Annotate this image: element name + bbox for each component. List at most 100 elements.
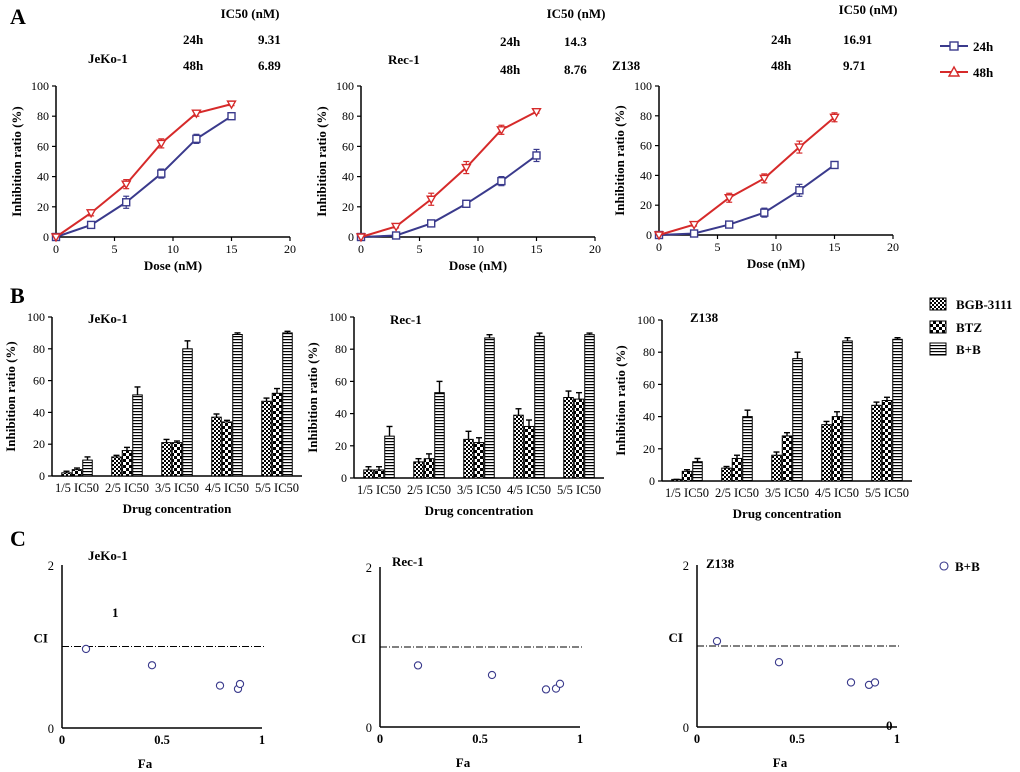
- y-tick-label: 80: [33, 342, 45, 356]
- x-tick-label: 20: [589, 242, 601, 256]
- ic50-time: 24h: [183, 32, 204, 47]
- bar: [584, 334, 595, 479]
- y-tick-label: 60: [33, 374, 45, 388]
- y-tick-label: 40: [342, 170, 354, 184]
- series-24h: [356, 148, 541, 242]
- y-tick-label: 0: [683, 721, 689, 735]
- y-tick-label: 20: [640, 198, 652, 212]
- data-point: [723, 194, 735, 204]
- y-tick-label: 0: [646, 228, 652, 242]
- ic50-time: 48h: [771, 58, 792, 73]
- x-axis-label: Fa: [773, 755, 788, 770]
- bar: [261, 400, 272, 477]
- y-tick-label: 60: [640, 139, 652, 153]
- cell-line-name: Rec-1: [388, 52, 420, 67]
- bar: [221, 421, 233, 477]
- bar: [831, 416, 843, 482]
- ci-chart-rec-1: 0 2 0 0.5 1 Fa CI Rec-1: [352, 554, 584, 770]
- data-point: [413, 661, 423, 670]
- legend-treatment: BGB-3111 BTZ B+B: [929, 297, 1012, 357]
- ic50-value: 14.3: [564, 34, 587, 49]
- bar: [182, 348, 193, 477]
- legend-marker: [947, 65, 961, 77]
- x-tick-label: 0.5: [472, 732, 488, 746]
- x-axis-label: Fa: [456, 755, 471, 770]
- cell-line-name: JeKo-1: [88, 311, 128, 326]
- bar: [792, 358, 803, 482]
- data-point: [794, 143, 805, 153]
- legend-label: B+B: [955, 559, 980, 574]
- bar: [373, 469, 385, 479]
- y-tick-label: 40: [33, 405, 45, 419]
- legend-label: BGB-3111: [956, 297, 1012, 312]
- bar-group: [771, 351, 803, 482]
- x-tick-label: 5: [715, 240, 721, 254]
- data-point: [712, 636, 722, 646]
- legend-ci: B+B: [939, 559, 980, 574]
- bar-group: [211, 332, 243, 477]
- ic50-time: 48h: [500, 62, 521, 77]
- data-point: [531, 107, 542, 118]
- x-tick-label: 5: [417, 242, 423, 256]
- bar: [132, 394, 143, 477]
- legend-label: 24h: [973, 39, 994, 54]
- category-label: 4/5 IC50: [205, 481, 249, 495]
- series-line: [55, 115, 233, 238]
- bar: [413, 461, 424, 479]
- cell-line-name: Z138: [690, 310, 719, 325]
- category-label: 5/5 IC50: [865, 486, 909, 500]
- y-axis-label: Inhibition ratio (%): [9, 106, 24, 217]
- bar: [473, 442, 485, 479]
- y-tick-label: 20: [37, 200, 49, 214]
- ic50-value: 9.31: [258, 32, 281, 47]
- y-tick-label: 0: [649, 474, 655, 488]
- y-tick-label: 80: [335, 342, 347, 356]
- data-point: [653, 231, 665, 241]
- x-tick-label: 10: [472, 242, 484, 256]
- x-tick-label: 20: [284, 242, 296, 256]
- data-point: [497, 176, 506, 186]
- data-point: [759, 174, 770, 184]
- y-axis-label: Inhibition ratio (%): [613, 345, 628, 456]
- bar: [534, 335, 545, 479]
- y-axis-label: Inhibition ratio (%): [314, 106, 329, 217]
- y-tick-label: 0: [341, 471, 347, 485]
- series-48h: [653, 112, 840, 241]
- line-chart-jeko-1: 0 20 40 60 80 100 0 5 10 15 20 Dose (nM) Inhibition …: [9, 6, 296, 273]
- bar-group: [261, 330, 293, 477]
- y-tick-label: 2: [48, 559, 54, 573]
- data-point: [121, 198, 131, 207]
- data-point: [235, 679, 245, 689]
- y-tick-label: 0: [48, 722, 54, 736]
- series-line: [360, 110, 537, 238]
- y-tick-label: 80: [643, 345, 655, 359]
- data-point: [86, 220, 96, 230]
- x-tick-label: 5: [112, 242, 118, 256]
- series-line: [55, 103, 232, 238]
- data-point: [689, 229, 699, 238]
- series-48h: [355, 107, 542, 243]
- bar-group: [513, 332, 545, 479]
- data-point: [156, 139, 167, 149]
- data-point: [85, 209, 97, 219]
- bar-chart-rec-1: 0 20 40 60 80 100 Rec-1 Inhibition ratio (%) Dru…: [305, 310, 604, 518]
- x-tick-label: 0.5: [154, 733, 170, 747]
- y-tick-label: 60: [335, 374, 347, 388]
- bar-chart-jeko-1: 0 20 40 60 80 100 JeKo-1 Inhibition ratio (%) Dr…: [3, 310, 302, 516]
- y-axis-label: CI: [34, 631, 48, 646]
- data-point: [496, 126, 507, 136]
- x-tick-label: 1: [894, 732, 900, 746]
- data-point: [725, 220, 734, 229]
- data-point: [355, 233, 367, 243]
- legend-label: B+B: [956, 342, 981, 357]
- ic50-value: 6.89: [258, 58, 281, 73]
- data-point: [191, 109, 202, 119]
- bar: [871, 404, 882, 482]
- y-tick-label: 80: [37, 109, 49, 123]
- bar: [563, 397, 574, 479]
- x-tick-label: 0: [53, 242, 59, 256]
- data-point: [555, 679, 565, 688]
- x-axis-label: Dose (nM): [449, 258, 507, 273]
- legend-marker: [939, 561, 949, 571]
